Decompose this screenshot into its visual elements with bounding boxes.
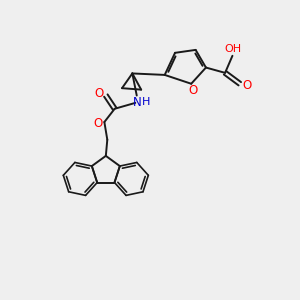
Text: OH: OH [225, 44, 242, 54]
Text: O: O [188, 84, 197, 97]
Text: H: H [141, 97, 150, 107]
Text: O: O [95, 87, 104, 100]
Text: N: N [133, 95, 142, 109]
Text: O: O [93, 117, 103, 130]
Text: O: O [242, 79, 252, 92]
